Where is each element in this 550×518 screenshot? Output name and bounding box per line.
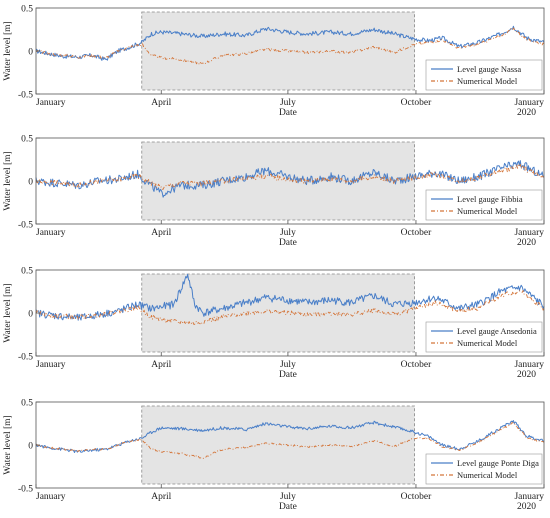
x-tick-label: October [401, 360, 432, 370]
legend-entry: Level gauge Ponte Diga [457, 458, 539, 468]
x-tick-label: January [36, 98, 66, 108]
x-tick-label: October [401, 228, 432, 238]
x-tick-label: January [36, 360, 66, 370]
x-tick-label: April [151, 98, 171, 108]
gauge-series-line [35, 273, 545, 321]
legend-entry: Level gauge Nassa [457, 64, 521, 74]
y-axis-label: Water level [m] [3, 415, 13, 474]
x-tick-label: July [280, 492, 296, 502]
legend: Level gauge Fibbia Numerical Model [425, 189, 543, 221]
legend-entry: Numerical Model [457, 338, 518, 348]
legend-entry: Level gauge Ansedonia [457, 326, 537, 336]
x-tick-label: January [514, 360, 544, 370]
x-tick-label: January [36, 492, 66, 502]
x-tick-label: July [280, 228, 296, 238]
y-axis-label: Water level [m] [3, 151, 13, 210]
gauge-series-line [35, 25, 545, 61]
legend: Level gauge Nassa Numerical Model [425, 59, 543, 91]
panel-2: 0.5 0 -0.5 Water level [m] January April July O… [3, 135, 545, 248]
x-tick-label: October [401, 492, 432, 502]
panel-1: 0.5 0 -0.5 Water level [m] January April July O… [3, 5, 545, 118]
highlight-period [141, 141, 415, 221]
x-tick-label: April [151, 228, 171, 238]
y-tick-label: 0 [28, 178, 33, 188]
y-axis-label: Water level [m] [3, 283, 13, 342]
y-axis-label: Water level [m] [3, 21, 13, 80]
x-tick-label: January [514, 98, 544, 108]
model-series-line [35, 164, 545, 190]
highlight-period [141, 273, 415, 353]
x-tick-label: January [514, 492, 544, 502]
model-series-line [35, 290, 545, 325]
y-tick-label: -0.5 [18, 91, 33, 101]
x-tick-label: July [280, 98, 296, 108]
x-tick-label: July [280, 360, 296, 370]
x-tick-sublabel: 2020 [517, 108, 536, 118]
legend-entry: Numerical Model [457, 206, 518, 216]
y-tick-label: -0.5 [18, 221, 33, 231]
legend-box [425, 321, 543, 353]
x-tick-label: October [401, 98, 432, 108]
model-series-line [35, 421, 545, 460]
x-tick-sublabel: 2020 [517, 238, 536, 248]
y-tick-label: 0.5 [21, 135, 33, 145]
highlight-period [141, 405, 415, 485]
legend-entry: Numerical Model [457, 76, 518, 86]
x-axis-label: Date [279, 502, 297, 512]
legend-box [425, 453, 543, 485]
legend: Level gauge Ponte Diga Numerical Model [425, 453, 543, 485]
x-tick-label: January [36, 228, 66, 238]
y-tick-label: 0 [28, 48, 33, 58]
legend-box [425, 189, 543, 221]
y-tick-label: 0.5 [21, 399, 33, 409]
y-tick-label: 0.5 [21, 5, 33, 15]
legend-entry: Numerical Model [457, 470, 518, 480]
y-tick-label: 0.5 [21, 267, 33, 277]
y-tick-label: -0.5 [18, 353, 33, 363]
x-axis-label: Date [279, 370, 297, 380]
x-tick-label: January [514, 228, 544, 238]
y-tick-label: -0.5 [18, 485, 33, 495]
x-tick-label: April [151, 492, 171, 502]
x-tick-sublabel: 2020 [517, 370, 536, 380]
x-tick-sublabel: 2020 [517, 502, 536, 512]
panel-3: 0.5 0 -0.5 Water level [m] January April July O… [3, 267, 545, 380]
panel-4: 0.5 0 -0.5 Water level [m] January April July O… [3, 399, 545, 512]
legend-box [425, 59, 543, 91]
legend: Level gauge Ansedonia Numerical Model [425, 321, 543, 353]
x-axis-label: Date [279, 108, 297, 118]
x-axis-label: Date [279, 238, 297, 248]
legend-entry: Level gauge Fibbia [457, 194, 523, 204]
y-tick-label: 0 [28, 310, 33, 320]
model-series-line [35, 27, 545, 65]
y-tick-label: 0 [28, 442, 33, 452]
x-tick-label: April [151, 360, 171, 370]
